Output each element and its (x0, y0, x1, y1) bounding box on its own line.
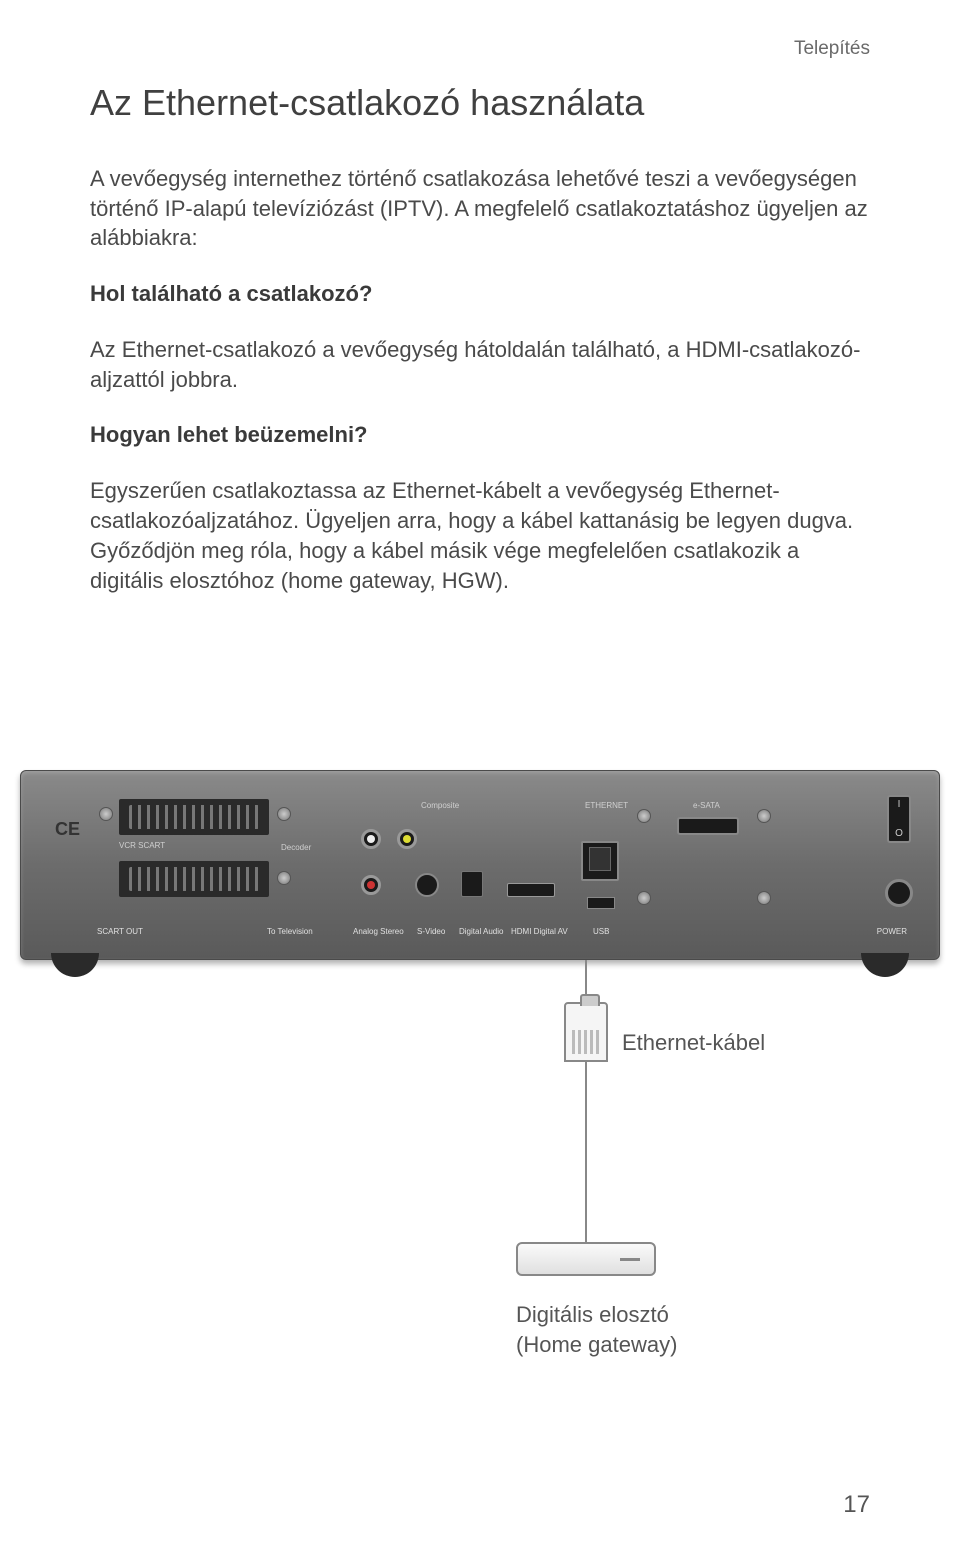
scart-out-label: SCART OUT (97, 927, 143, 936)
vcr-scart-label: VCR SCART (119, 841, 165, 850)
optical-audio-port (461, 871, 483, 897)
vcr-scart-port (119, 799, 269, 835)
rca-composite-port (397, 829, 417, 849)
setup-paragraph: Egyszerűen csatlakoztassa az Ethernet-ká… (90, 476, 870, 595)
screw-icon (637, 809, 651, 823)
power-jack (885, 879, 913, 907)
screw-icon (757, 809, 771, 823)
device-foot (51, 953, 99, 977)
home-gateway-label: Digitális elosztó(Home gateway) (516, 1300, 774, 1359)
port-label-strip: SCART OUT To Television Analog Stereo S-… (81, 927, 879, 947)
rca-right-port (361, 875, 381, 895)
esata-port (677, 817, 739, 835)
ce-mark-icon: CE (55, 819, 80, 840)
svideo-label: S-Video (417, 927, 445, 936)
analog-stereo-label: Analog Stereo (353, 927, 404, 936)
device-foot (861, 953, 909, 977)
decoder-label: Decoder (281, 843, 311, 852)
composite-label: Composite (421, 801, 459, 810)
power-label: POWER (877, 927, 907, 936)
power-switch (887, 795, 911, 843)
screw-icon (277, 871, 291, 885)
page-number: 17 (843, 1491, 870, 1519)
usb-port (587, 897, 615, 909)
section-header: Telepítés (794, 38, 870, 60)
digital-audio-label: Digital Audio (459, 927, 503, 936)
device-illustration: CE VCR SCART Decoder Composite ETHERNET … (0, 770, 960, 960)
rca-left-port (361, 829, 381, 849)
hdmi-label: HDMI Digital AV (511, 927, 568, 936)
ethernet-cable-label: Ethernet-kábel (622, 1030, 765, 1056)
hdmi-port (507, 883, 555, 897)
screw-icon (637, 891, 651, 905)
page-title: Az Ethernet-csatlakozó használata (90, 82, 870, 124)
intro-paragraph: A vevőegység internethez történő csatlak… (90, 164, 870, 253)
subheading-setup: Hogyan lehet beüzemelni? (90, 422, 870, 448)
esata-label: e-SATA (693, 801, 720, 810)
cable-diagram: Ethernet-kábel Digitális elosztó(Home ga… (554, 960, 774, 1359)
to-tv-label: To Television (267, 927, 313, 936)
screw-icon (277, 807, 291, 821)
rj45-connector-icon (564, 1002, 608, 1062)
ethernet-port (581, 841, 619, 881)
usb-label: USB (593, 927, 609, 936)
home-gateway-icon (516, 1242, 656, 1276)
screw-icon (99, 807, 113, 821)
ethernet-label: ETHERNET (585, 801, 628, 810)
location-paragraph: Az Ethernet-csatlakozó a vevőegység háto… (90, 335, 870, 394)
svideo-port (415, 873, 439, 897)
tv-scart-port (119, 861, 269, 897)
screw-icon (757, 891, 771, 905)
subheading-location: Hol található a csatlakozó? (90, 281, 870, 307)
